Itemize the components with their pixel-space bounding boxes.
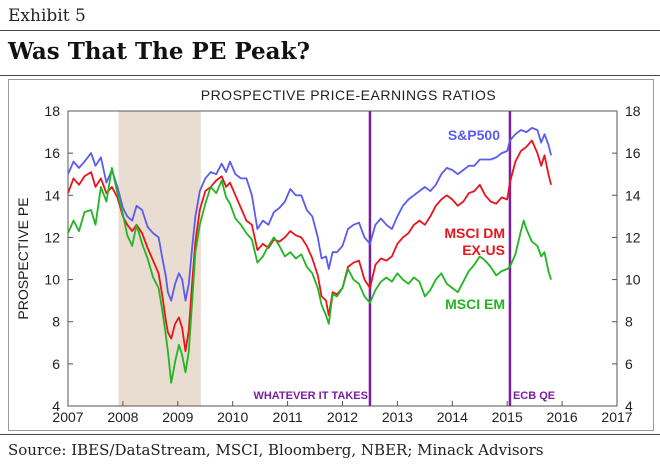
x-tick-label: 2009 — [162, 409, 193, 425]
event-label: ECB QE — [513, 390, 555, 402]
x-tick-label: 2014 — [437, 409, 468, 425]
x-tick-label: 2015 — [492, 409, 523, 425]
x-tick-label: 2017 — [601, 409, 632, 425]
y-tick-label: 14 — [44, 187, 60, 203]
series-line — [67, 127, 552, 302]
title-rule — [0, 75, 660, 76]
y-tick-label-right: 8 — [625, 314, 633, 330]
chart-frame — [8, 79, 654, 431]
recession-shading — [118, 111, 201, 406]
y-tick-label: 4 — [52, 398, 60, 414]
y-tick-label: 6 — [52, 356, 60, 372]
page-title: Was That The PE Peak? — [8, 38, 310, 65]
chart-title: PROSPECTIVE PRICE-EARNINGS RATIOS — [201, 87, 497, 103]
x-tick-label: 2011 — [273, 409, 303, 425]
x-tick-label: 2013 — [382, 409, 413, 425]
footer-rule — [0, 434, 660, 435]
y-tick-label-right: 12 — [625, 229, 641, 245]
y-tick-label: 10 — [44, 272, 60, 288]
x-tick-label: 2012 — [327, 409, 358, 425]
y-axis-label: PROSPECTIVE PE — [15, 197, 31, 319]
series-label: EX-US — [462, 242, 505, 258]
y-tick-label-right: 14 — [625, 187, 641, 203]
y-tick-label: 12 — [44, 229, 60, 245]
event-label: WHATEVER IT TAKES — [253, 390, 367, 402]
x-tick-label: 2010 — [217, 409, 248, 425]
y-tick-label-right: 4 — [625, 398, 633, 414]
y-tick-label-right: 6 — [625, 356, 633, 372]
y-tick-label: 8 — [52, 314, 60, 330]
y-tick-label: 18 — [44, 103, 60, 119]
series-line — [67, 139, 552, 353]
x-tick-label: 2007 — [52, 409, 83, 425]
exhibit-number: Exhibit 5 — [8, 6, 86, 26]
source-note: Source: IBES/DataStream, MSCI, Bloomberg… — [8, 441, 544, 459]
x-tick-label: 2008 — [107, 409, 138, 425]
x-tick-label: 2016 — [547, 409, 578, 425]
series-line — [67, 167, 552, 384]
y-tick-label: 16 — [44, 145, 60, 161]
top-rule — [0, 30, 660, 31]
y-tick-label-right: 10 — [625, 272, 641, 288]
series-label: MSCI EM — [445, 296, 505, 312]
y-tick-label-right: 18 — [625, 103, 641, 119]
y-tick-label-right: 16 — [625, 145, 641, 161]
series-label: MSCI DM — [444, 225, 505, 241]
series-label: S&P500 — [448, 127, 500, 143]
